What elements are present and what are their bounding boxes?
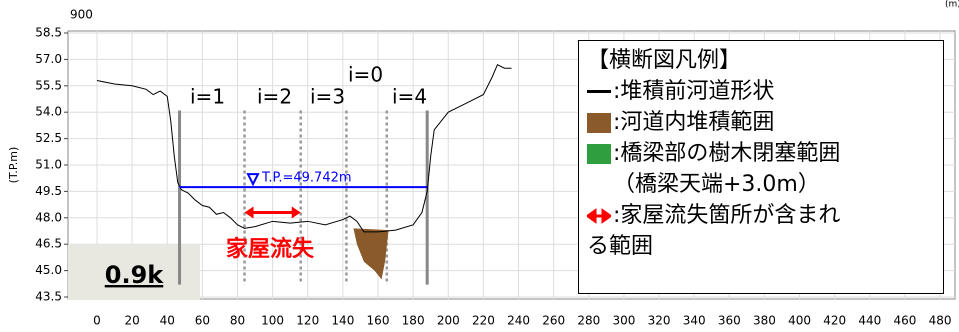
y-tick-label: 48.0 [35,210,62,224]
y-tick-label: 51.0 [35,158,62,172]
x-tick-label: 140 [331,314,354,328]
legend-icon [587,112,611,133]
y-tick-label: 43.5 [35,290,62,304]
legend-icon [587,143,611,164]
x-axis-label: (m) [945,0,959,10]
water-symbol [246,173,260,187]
legend-item: :橋梁部の樹木閉塞範囲 [587,138,935,169]
x-tick-label: 480 [929,314,952,328]
x-tick-label: 320 [648,314,671,328]
x-tick-label: 300 [612,314,635,328]
x-tick-label: 380 [753,314,776,328]
x-tick-label: 420 [823,314,846,328]
legend-text: る範囲 [587,234,654,259]
y-tick-label: 52.5 [35,131,62,145]
x-tick-label: 200 [437,314,460,328]
deposit-area [353,228,389,280]
x-tick-label: 280 [577,314,600,328]
y-tick-label: 58.5 [35,26,62,40]
legend-text: :河道内堆積範囲 [613,110,775,135]
x-tick-label: 440 [858,314,881,328]
station-box [68,245,200,300]
section-label: i=0 [348,63,383,87]
section-label: i=3 [310,85,345,109]
profile-line [96,63,512,233]
legend-text: :堆積前河道形状 [613,79,775,104]
x-tick-label: 80 [230,314,245,328]
legend-text: （橋梁天端+3.0m） [613,172,820,197]
x-tick-label: 160 [367,314,390,328]
x-tick-label: 460 [893,314,916,328]
loss-label: 家屋流失 [226,236,315,262]
x-tick-label: 260 [542,314,565,328]
water-label: T.P.=49.742m [261,171,352,186]
x-tick-label: 220 [472,314,495,328]
x-tick-label: 0 [93,314,101,328]
x-tick-label: 20 [124,314,139,328]
y-tick-label: 49.5 [35,184,62,198]
y-axis-label: (T.P.m) [7,147,20,184]
x-tick-label: 400 [788,314,811,328]
x-tick-label: 100 [261,314,284,328]
x-tick-label: 40 [160,314,175,328]
x-tick-label: 240 [507,314,530,328]
legend-item: :家屋流失箇所が含まれ [587,200,935,231]
legend-item: :堆積前河道形状 [587,76,935,107]
legend: 【横断図凡例】 :堆積前河道形状 :河道内堆積範囲 :橋梁部の樹木閉塞範囲 （橋… [578,40,944,294]
station-label: 0.9k [105,261,165,289]
legend-icon [587,90,611,93]
legend-text: :橋梁部の樹木閉塞範囲 [613,141,841,166]
legend-icon [587,175,611,195]
legend-item: る範囲 [587,231,935,262]
y-tick-label: 45.0 [35,263,62,277]
x-tick-label: 360 [718,314,741,328]
top-label: 900 [70,8,93,22]
x-tick-label: 180 [402,314,425,328]
section-label: i=2 [257,85,292,109]
x-tick-label: 60 [195,314,210,328]
y-tick-label: 57.0 [35,52,62,66]
legend-item: （橋梁天端+3.0m） [587,169,935,200]
y-tick-label: 54.0 [35,105,62,119]
legend-text: :家屋流失箇所が含まれ [613,203,841,228]
legend-title: 【横断図凡例】 [587,48,742,73]
legend-icon [587,207,611,224]
section-label: i=1 [190,85,225,109]
x-tick-label: 340 [683,314,706,328]
section-label: i=4 [392,85,427,109]
legend-item: :河道内堆積範囲 [587,107,935,138]
x-tick-label: 120 [296,314,319,328]
y-tick-label: 55.5 [35,78,62,92]
y-tick-label: 46.5 [35,237,62,251]
